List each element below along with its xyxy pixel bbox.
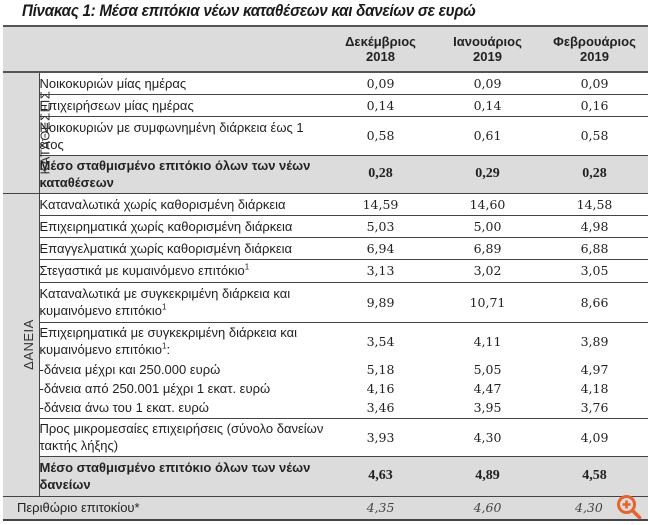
row-label: Καταναλωτικά με συγκεκριμένη διάρκεια κα… <box>39 282 327 323</box>
cell-value: 14,58 <box>541 193 648 216</box>
table-row: Στεγαστικά με κυμαινόμενο επιτόκιο1 3,13… <box>3 259 648 283</box>
cell-value: 0,29 <box>434 155 541 194</box>
row-label: Επιχειρηματικά με συγκεκριμένη διάρκεια … <box>39 325 298 358</box>
cell-value: 6,89 <box>434 237 541 260</box>
cell-value: 3,93 <box>327 418 434 457</box>
cell-value: 4,97 <box>580 362 609 377</box>
cell-value: 4,47 <box>473 381 502 396</box>
cell-value: 3,13 <box>327 259 434 283</box>
row-label: -δάνεια άνω του 1 εκατ. ευρώ <box>39 398 327 419</box>
table-row: Καταναλωτικά με συγκεκριμένη διάρκεια κα… <box>3 282 648 323</box>
cell-value: 0,14 <box>327 94 434 117</box>
cell-value: 0,09 <box>541 72 648 95</box>
cell-value: 4,11 <box>473 333 502 349</box>
deposits-side-label: ΚΑΤΑΘΕΣΕΙΣ <box>3 72 52 194</box>
cell-value: 14,60 <box>434 193 541 216</box>
table-title: Πίνακας 1: Μέσα επιτόκια νέων καταθέσεων… <box>22 2 476 20</box>
cell-value: 3,02 <box>434 259 541 283</box>
table-row: Επιχειρηματικά με συγκεκριμένη διάρκεια … <box>3 322 648 360</box>
table-row: Νοικοκυριών με συμφωνημένη διάρκεια έως … <box>3 116 648 156</box>
row-label: Περιθώριο επιτοκίου* <box>3 495 327 521</box>
cell-value: 0,58 <box>541 116 648 156</box>
loans-total-row: Μέσο σταθμισμένο επιτόκιο όλων των νέων … <box>3 456 648 496</box>
cell-value: 8,66 <box>541 282 648 323</box>
cell-value: 0,16 <box>541 94 648 117</box>
row-label: Μέσο σταθμισμένο επιτόκιο όλων των νέων … <box>39 155 327 194</box>
cell-value: 0,61 <box>434 116 541 156</box>
column-header-dec-2018: Δεκέμβριος 2018 <box>327 25 434 73</box>
cell-value: 14,59 <box>327 193 434 216</box>
row-label: Νοικοκυριών μίας ημέρας <box>39 72 327 95</box>
cell-value: 0,28 <box>541 155 648 194</box>
row-label: Καταναλωτικά χωρίς καθορισμένη διάρκεια <box>39 193 327 216</box>
cell-value: 4,63 <box>327 456 434 496</box>
cell-value: 4,09 <box>541 418 648 457</box>
cell-value: 3,54 <box>366 333 395 349</box>
cell-value: 0,14 <box>434 94 541 117</box>
cell-value: 5,18 <box>366 362 395 377</box>
cell-value: 3,46 <box>327 398 434 419</box>
column-header-feb-2019: Φεβρουάριος 2019 <box>541 25 648 73</box>
interest-margin-row: Περιθώριο επιτοκίου* 4,35 4,60 4,30 <box>3 495 648 521</box>
table-row: -δάνεια μέχρι και 250.000 ευρώ 5,18 5,05… <box>3 360 648 379</box>
table-row: ΚΑΤΑΘΕΣΕΙΣ Νοικοκυριών μίας ημέρας 0,09 … <box>3 72 648 194</box>
cell-value: 4,58 <box>541 456 648 496</box>
row-label: Επαγγελματικά χωρίς καθορισμένη διάρκεια <box>39 237 327 260</box>
table-row: Επαγγελματικά χωρίς καθορισμένη διάρκεια… <box>3 237 648 260</box>
rates-table: Δεκέμβριος 2018 Ιανουάριος 2019 Φεβρουάριο… <box>3 25 648 521</box>
cell-value: 10,71 <box>434 282 541 323</box>
row-label: Επιχειρήσεων μίας ημέρας <box>39 94 327 117</box>
table-row: -δάνεια από 250.001 μέχρι 1 εκατ. ευρώ 4… <box>3 379 648 398</box>
row-label: Στεγαστικά με κυμαινόμενο επιτόκιο1 <box>39 259 327 283</box>
cell-value: 6,94 <box>327 237 434 260</box>
cell-value: 3,76 <box>541 398 648 419</box>
cell-value: 4,30 <box>541 495 648 521</box>
header-row: Δεκέμβριος 2018 Ιανουάριος 2019 Φεβρουάριο… <box>3 25 648 73</box>
cell-value: 5,03 <box>327 215 434 238</box>
zoom-in-icon[interactable] <box>616 494 642 520</box>
cell-value: 4,30 <box>434 418 541 457</box>
table-row: -δάνεια άνω του 1 εκατ. ευρώ 3,46 3,95 3… <box>3 398 648 419</box>
cell-value: 4,18 <box>580 381 609 396</box>
cell-value: 4,35 <box>327 495 434 521</box>
cell-value: 3,95 <box>434 398 541 419</box>
cell-value: 0,28 <box>327 155 434 194</box>
cell-value: 3,89 <box>580 333 609 349</box>
table-row: Προς μικρομεσαίες επιχειρήσεις (σύνολο δ… <box>3 418 648 457</box>
cell-value: 4,16 <box>366 381 395 396</box>
cell-value: 0,09 <box>327 72 434 95</box>
row-label: -δάνεια από 250.001 μέχρι 1 εκατ. ευρώ <box>39 381 271 396</box>
table-row: Επιχειρηματικά χωρίς καθορισμένη διάρκει… <box>3 215 648 238</box>
cell-value: 0,09 <box>434 72 541 95</box>
row-label: Προς μικρομεσαίες επιχειρήσεις (σύνολο δ… <box>39 418 327 457</box>
deposits-total-row: Μέσο σταθμισμένο επιτόκιο όλων των νέων … <box>3 155 648 194</box>
cell-value: 9,89 <box>327 282 434 323</box>
row-label: Επιχειρηματικά χωρίς καθορισμένη διάρκει… <box>39 215 327 238</box>
cell-value: 4,60 <box>434 495 541 521</box>
cell-value: 3,05 <box>541 259 648 283</box>
row-label: -δάνεια μέχρι και 250.000 ευρώ <box>39 362 221 377</box>
cell-value: 5,00 <box>434 215 541 238</box>
cell-value: 6,88 <box>541 237 648 260</box>
cell-value: 5,05 <box>473 362 502 377</box>
table-row: ΔΑΝΕΙΑ Καταναλωτικά χωρίς καθορισμένη δι… <box>3 193 648 496</box>
table-row: Επιχειρήσεων μίας ημέρας 0,14 0,14 0,16 <box>3 94 648 117</box>
cell-value: 4,98 <box>541 215 648 238</box>
row-label: Μέσο σταθμισμένο επιτόκιο όλων των νέων … <box>39 456 327 496</box>
cell-value: 4,89 <box>434 456 541 496</box>
row-label: Νοικοκυριών με συμφωνημένη διάρκεια έως … <box>39 116 327 156</box>
cell-value: 0,58 <box>327 116 434 156</box>
column-header-jan-2019: Ιανουάριος 2019 <box>434 25 541 73</box>
loans-side-label: ΔΑΝΕΙΑ <box>3 193 40 496</box>
header-blank <box>3 25 327 73</box>
